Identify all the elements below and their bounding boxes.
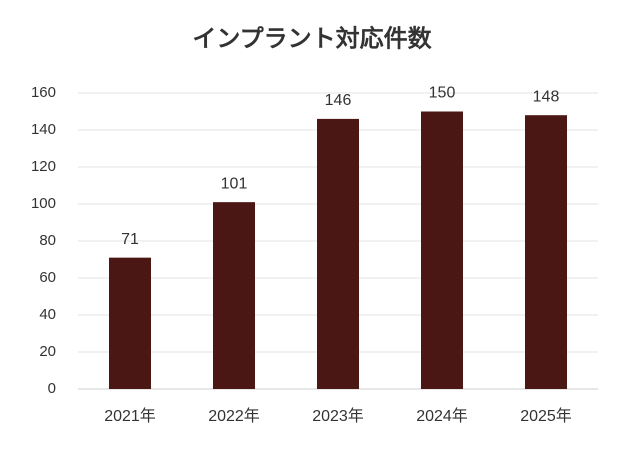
data-label: 150 [429,85,456,102]
data-label: 71 [121,231,139,248]
x-tick-label: 2023年 [312,407,364,425]
bar [317,118,359,390]
bar [421,111,463,389]
y-tick-label: 80 [39,232,56,249]
data-label: 101 [221,175,248,192]
bar [525,115,567,389]
x-tick-label: 2022年 [208,407,260,425]
y-tick-label: 40 [39,306,56,323]
y-tick-label: 20 [39,343,56,360]
y-tick-label: 0 [48,380,56,397]
chart-title: インプラント対応件数 [192,24,432,52]
y-tick-label: 160 [31,84,56,101]
data-label: 146 [325,92,352,109]
data-label: 148 [533,88,560,105]
x-tick-label: 2025年 [520,407,572,425]
bar [109,257,151,389]
y-tick-label: 120 [31,158,56,175]
bar [213,202,255,389]
y-tick-label: 140 [31,121,56,138]
y-tick-label: 100 [31,195,56,212]
x-tick-label: 2024年 [416,407,468,425]
y-tick-label: 60 [39,269,56,286]
x-tick-label: 2021年 [104,407,156,425]
